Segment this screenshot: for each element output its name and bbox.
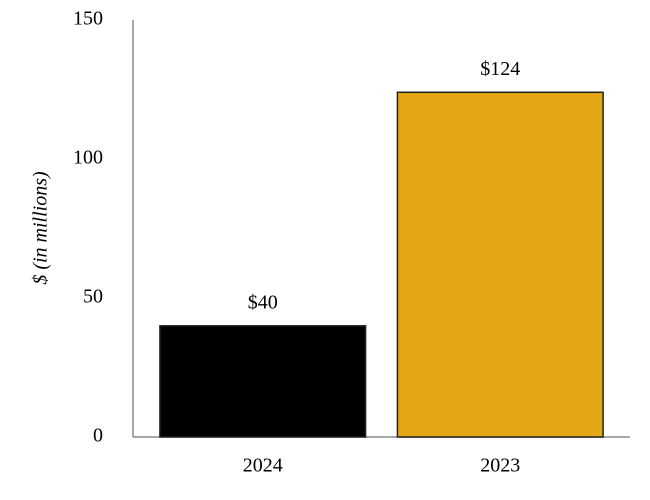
y-tick-label: 50 xyxy=(83,286,103,308)
x-tick-label: 2023 xyxy=(480,455,520,477)
y-tick-label: 0 xyxy=(93,425,103,447)
value-label: $40 xyxy=(248,291,278,313)
y-axis-label: $ (in millions) xyxy=(30,171,52,285)
x-tick-label: 2024 xyxy=(243,455,283,477)
bar xyxy=(159,325,367,438)
bar xyxy=(396,91,604,438)
value-label: $124 xyxy=(480,58,520,80)
y-tick-label: 100 xyxy=(73,147,103,169)
y-tick-label: 150 xyxy=(73,8,103,30)
